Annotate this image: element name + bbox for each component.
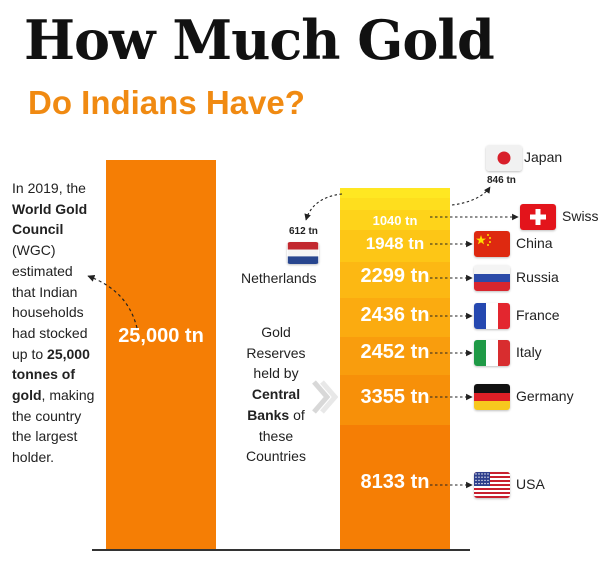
- country-label-usa: USA: [516, 476, 545, 492]
- france-flag-icon: [474, 303, 510, 329]
- stack-label-usa: 8133 tn: [360, 471, 430, 493]
- central-banks-description-text-1: Gold Reserves held by: [246, 324, 306, 382]
- stack-segment-japan: [340, 188, 450, 198]
- stack-segment-netherlands: [340, 198, 450, 210]
- country-label-russia: Russia: [516, 269, 559, 285]
- arrow-netherlands: [304, 193, 343, 221]
- page-subtitle: Do Indians Have?: [28, 84, 305, 121]
- country-label-japan: Japan: [524, 149, 563, 165]
- india-description-wgc: World Gold Council: [12, 200, 88, 238]
- country-label-italy: Italy: [516, 344, 542, 360]
- central-banks-description-bold: Central Banks: [247, 386, 301, 423]
- stack-label-italy: 2452 tn: [360, 341, 430, 363]
- stack-label-russia: 2299 tn: [360, 265, 430, 287]
- stack-segment-china: [340, 230, 450, 262]
- value-label-japan: 846 tn: [487, 175, 516, 186]
- italy-flag-icon: [474, 340, 510, 366]
- russia-flag-icon: [474, 265, 510, 291]
- stack-label-swiss: 1040 tn: [372, 213, 418, 229]
- stack-segment-italy: [340, 337, 450, 375]
- country-label-france: France: [516, 307, 560, 323]
- stack-label-france: 2436 tn: [360, 304, 430, 326]
- chart-baseline: [92, 549, 470, 551]
- stack-segment-germany: [340, 375, 450, 425]
- page-title: How Much Gold: [24, 8, 495, 72]
- india-description-text-2: (WGC) estimated that Indian households h…: [12, 242, 88, 362]
- value-label-netherlands: 612 tn: [289, 226, 318, 237]
- stack-segment-usa: [340, 425, 450, 550]
- country-label-swiss: Swiss: [562, 208, 599, 224]
- country-label-china: China: [516, 235, 553, 251]
- arrow-japan: [451, 186, 491, 206]
- country-label-netherlands: Netherlands: [241, 270, 317, 286]
- japan-flag-icon: [486, 145, 522, 171]
- germany-flag-icon: [474, 384, 510, 410]
- central-banks-description: Gold Reserves held by Central Banks of t…: [232, 322, 320, 467]
- netherlands-flag-icon: [287, 242, 319, 264]
- chevron-right-icon: [312, 380, 338, 414]
- india-description-text-3: , making the country the largest holder.: [12, 387, 95, 466]
- india-description: In 2019, the World Gold Council (WGC) es…: [12, 178, 98, 468]
- central-bank-stack: 8133 tn 3355 tn 2452 tn 2436 tn 2299 tn 1948 …: [340, 188, 450, 550]
- stack-segment-swiss: [340, 210, 450, 230]
- usa-flag-icon: [474, 472, 510, 498]
- india-bar-label: 25,000 tn: [118, 325, 204, 347]
- stack-segment-france: [340, 298, 450, 337]
- central-banks-description-text-2: of these Countries: [246, 406, 306, 465]
- stack-label-germany: 3355 tn: [360, 386, 430, 408]
- stack-label-china: 1948 tn: [365, 233, 425, 253]
- country-label-germany: Germany: [516, 388, 574, 404]
- india-bar: [106, 160, 216, 550]
- india-description-text-1: In 2019, the: [12, 180, 86, 196]
- swiss-flag-icon: [520, 204, 556, 230]
- stack-segment-russia: [340, 262, 450, 298]
- india-description-amount: 25,000 tonnes of gold: [12, 345, 90, 404]
- china-flag-icon: [474, 231, 510, 257]
